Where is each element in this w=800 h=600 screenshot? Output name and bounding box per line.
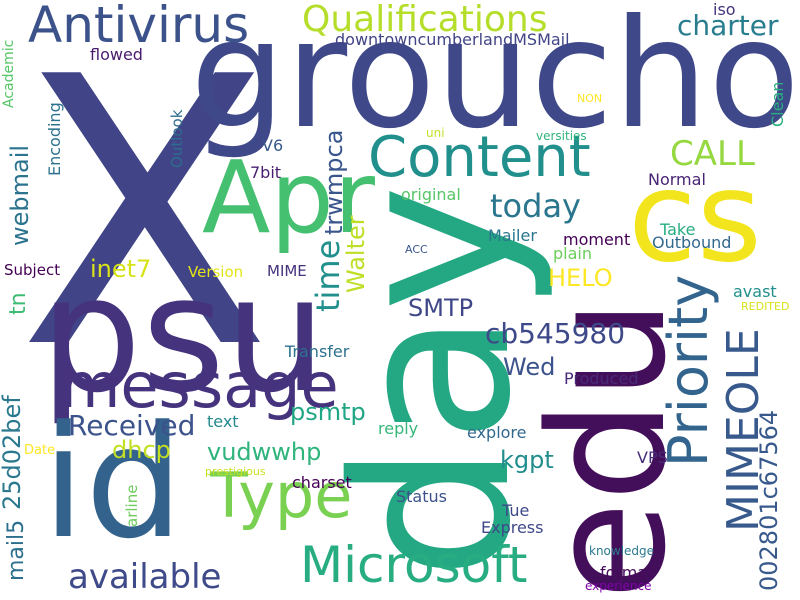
word-academic: Academic — [1, 39, 17, 108]
word-mailer: Mailer — [488, 226, 537, 245]
word-apr: Apr — [202, 139, 375, 256]
word-redited: REDITED — [741, 300, 790, 313]
word-uni: uni — [426, 126, 445, 140]
word-7bit: 7bit — [250, 163, 282, 182]
word-original: original — [401, 185, 461, 204]
word-received: Received — [68, 409, 196, 442]
word-subject: Subject — [4, 261, 61, 279]
word-outbound: Outbound — [652, 233, 732, 252]
word-kgpt: kgpt — [500, 446, 554, 474]
word-qualifications: Qualifications — [302, 0, 548, 40]
word-x: X — [18, 0, 272, 430]
word-v6: V6 — [262, 136, 284, 155]
word-plain: plain — [553, 244, 592, 263]
word-vps: VPS — [637, 448, 668, 467]
word-arline: arline — [123, 484, 141, 527]
word-take: Take — [660, 220, 696, 239]
word-text: text — [207, 412, 239, 431]
word-content: Content — [368, 125, 591, 190]
word-webmail: webmail — [6, 144, 34, 246]
word-helo: HELO — [548, 264, 613, 292]
word-reply: reply — [378, 419, 419, 438]
word-iso: iso — [713, 0, 736, 19]
word-25d02bef: 25d02bef — [0, 395, 26, 510]
word-inet7: inet7 — [90, 255, 152, 283]
word-002801c67564: 002801c67564 — [755, 409, 783, 591]
word-acc: ACC — [405, 243, 428, 256]
word-today: today — [490, 187, 581, 225]
word-outlook: Outlook — [168, 109, 186, 168]
word-date: Date — [24, 443, 56, 458]
word-versities: versities — [536, 129, 587, 143]
word-id: id — [42, 392, 184, 573]
word-microsoft: Microsoft — [300, 536, 528, 594]
word-explore: explore — [467, 423, 527, 442]
word-walter: Walter — [342, 215, 370, 293]
word-knowledge: knowledge — [589, 544, 655, 558]
word-flowed: flowed — [90, 45, 143, 64]
word-clean: Clean — [768, 81, 787, 127]
word-cs: cs — [628, 145, 762, 290]
word-non: NON — [577, 92, 603, 105]
word-type: Type — [210, 459, 353, 532]
word-normal: Normal — [648, 170, 706, 189]
word-transfer: Transfer — [285, 342, 350, 361]
word-psu: psu — [40, 241, 327, 428]
word-format: format — [600, 563, 654, 582]
word-time: time — [309, 239, 347, 312]
word-smtp: SMTP — [408, 294, 474, 322]
word-prestigious: prestigious — [205, 465, 266, 478]
word-charter: charter — [677, 9, 779, 42]
word-dhcp: dhcp — [112, 436, 171, 464]
word-tue: Tue — [502, 501, 530, 520]
word-antivirus: Antivirus — [28, 0, 250, 54]
word-avast: avast — [733, 282, 777, 301]
word-status: Status — [396, 487, 447, 506]
word-call: CALL — [670, 134, 755, 174]
word-charset: charset — [292, 473, 352, 492]
word-mime: MIME — [267, 262, 307, 280]
word-express: Express — [481, 518, 544, 537]
word-wed: Wed — [503, 353, 556, 381]
word-mail5: mail5 — [4, 519, 29, 581]
word-experience: experience — [585, 579, 652, 593]
word-vudwwhp: vudwwhp — [207, 438, 322, 466]
word-produced: Produced — [564, 369, 639, 388]
word-cb545980: cb545980 — [485, 317, 626, 350]
word-moment: moment — [563, 230, 631, 249]
word-available: available — [68, 557, 222, 597]
word-psmtp: psmtp — [290, 398, 366, 426]
word-encoding: Encoding — [45, 102, 64, 176]
word-downtowncumberlandmsmail: downtowncumberlandMSMail — [335, 30, 570, 49]
word-groucho: groucho — [190, 0, 800, 162]
word-message: message — [60, 349, 339, 422]
word-tn: tn — [6, 292, 31, 315]
word-version: Version — [188, 263, 244, 281]
word-priority: Priority — [657, 274, 720, 467]
